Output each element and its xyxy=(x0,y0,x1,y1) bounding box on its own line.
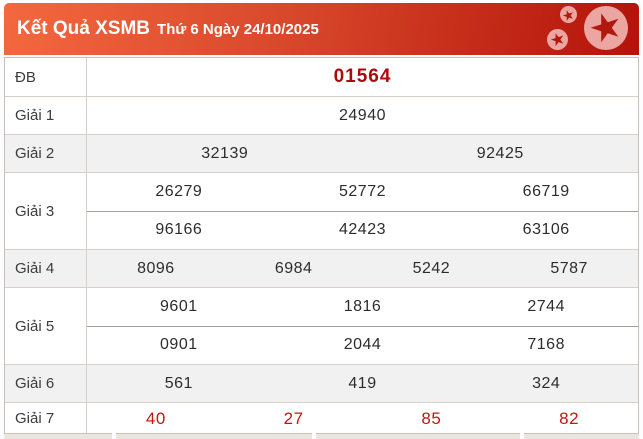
prize-values: 561 419 324 xyxy=(87,365,638,402)
prize-line: 01564 xyxy=(87,58,638,96)
star-icon: ★ xyxy=(583,3,629,54)
prize-label: Giải 3 xyxy=(5,173,87,249)
prize-row: ĐB 01564 xyxy=(5,58,638,97)
star-icon: ★ xyxy=(560,4,577,25)
prize-number: 82 xyxy=(559,408,580,428)
prize-number: 42423 xyxy=(339,221,386,239)
prize-number: 2044 xyxy=(343,336,382,354)
prize-values: 26279 52772 66719 96166 42423 63106 xyxy=(87,173,638,249)
prize-number: 32139 xyxy=(201,144,249,162)
prize-number: 92425 xyxy=(476,144,524,162)
prize-line: 561 419 324 xyxy=(87,365,638,402)
prize-values: 32139 92425 xyxy=(87,135,638,172)
prize-line: 9601 1816 2744 xyxy=(87,288,638,327)
prize-row: Giải 1 24940 xyxy=(5,97,638,135)
prize-label: Giải 5 xyxy=(5,288,87,364)
results-header: Kết Quả XSMB Thứ 6 Ngày 24/10/2025 ★ ★ ★ xyxy=(4,3,639,55)
prize-row: Giải 6 561 419 324 xyxy=(5,365,638,403)
prize-values: 01564 xyxy=(87,58,638,96)
prize-row: Giải 5 9601 1816 2744 0901 2044 7168 xyxy=(5,288,638,365)
prize-number: 324 xyxy=(532,374,561,392)
prize-number: 01564 xyxy=(333,66,392,87)
prize-number: 66719 xyxy=(522,182,570,200)
page-title: Kết Quả XSMB Thứ 6 Ngày 24/10/2025 xyxy=(4,18,319,40)
prize-label: Giải 2 xyxy=(5,135,87,172)
prize-line: 40 27 85 82 xyxy=(87,403,638,434)
prize-values: 9601 1816 2744 0901 2044 7168 xyxy=(87,288,638,364)
prize-line: 8096 6984 5242 5787 xyxy=(87,250,638,287)
prize-number: 561 xyxy=(164,374,193,392)
prize-number: 1816 xyxy=(343,297,382,315)
prize-number: 2744 xyxy=(527,297,565,315)
prize-line: 32139 92425 xyxy=(87,135,638,172)
prize-row: Giải 7 40 27 85 82 xyxy=(5,403,638,434)
prize-row: Giải 2 32139 92425 xyxy=(5,135,638,173)
prize-row: Giải 4 8096 6984 5242 5787 xyxy=(5,250,638,288)
prize-number: 85 xyxy=(421,408,442,428)
prize-label: Giải 1 xyxy=(5,97,87,134)
prize-values: 8096 6984 5242 5787 xyxy=(87,250,638,287)
prize-values: 24940 xyxy=(87,97,638,134)
page-title-main: Kết Quả XSMB xyxy=(17,18,151,39)
star-icon: ★ xyxy=(547,28,568,51)
prize-line: 96166 42423 63106 xyxy=(87,212,638,250)
prize-line: 26279 52772 66719 xyxy=(87,173,638,212)
divider xyxy=(312,433,316,439)
next-table-partial xyxy=(4,433,639,439)
prize-number: 0901 xyxy=(160,336,198,354)
results-table: ĐB 01564 Giải 1 24940 Giải 2 32139 92425 Giải 3… xyxy=(4,57,639,435)
prize-number: 5242 xyxy=(412,259,451,277)
prize-number: 27 xyxy=(283,408,304,428)
prize-number: 6984 xyxy=(274,259,313,277)
divider xyxy=(112,433,116,439)
prize-number: 96166 xyxy=(155,221,203,239)
prize-number: 63106 xyxy=(522,221,570,239)
page-title-date: Thứ 6 Ngày 24/10/2025 xyxy=(157,21,319,38)
star-icon: ★ xyxy=(560,4,577,25)
star-icon: ★ xyxy=(547,28,568,51)
prize-label: Giải 7 xyxy=(5,403,87,434)
prize-number: 40 xyxy=(145,408,166,428)
prize-values: 40 27 85 82 xyxy=(87,403,638,434)
star-icon: ★ xyxy=(583,3,629,54)
divider xyxy=(520,433,524,439)
prize-row: Giải 3 26279 52772 66719 96166 42423 63106 xyxy=(5,173,638,250)
prize-number: 9601 xyxy=(160,297,198,315)
prize-line: 24940 xyxy=(87,97,638,134)
prize-number: 419 xyxy=(348,374,377,392)
prize-number: 7168 xyxy=(527,336,565,354)
prize-line: 0901 2044 7168 xyxy=(87,327,638,365)
prize-number: 52772 xyxy=(339,182,386,200)
prize-label: Giải 4 xyxy=(5,250,87,287)
prize-number: 8096 xyxy=(137,259,175,277)
prize-label: Giải 6 xyxy=(5,365,87,402)
prize-label: ĐB xyxy=(5,58,87,96)
prize-number: 26279 xyxy=(155,182,203,200)
prize-number: 24940 xyxy=(339,106,386,124)
prize-number: 5787 xyxy=(550,259,588,277)
